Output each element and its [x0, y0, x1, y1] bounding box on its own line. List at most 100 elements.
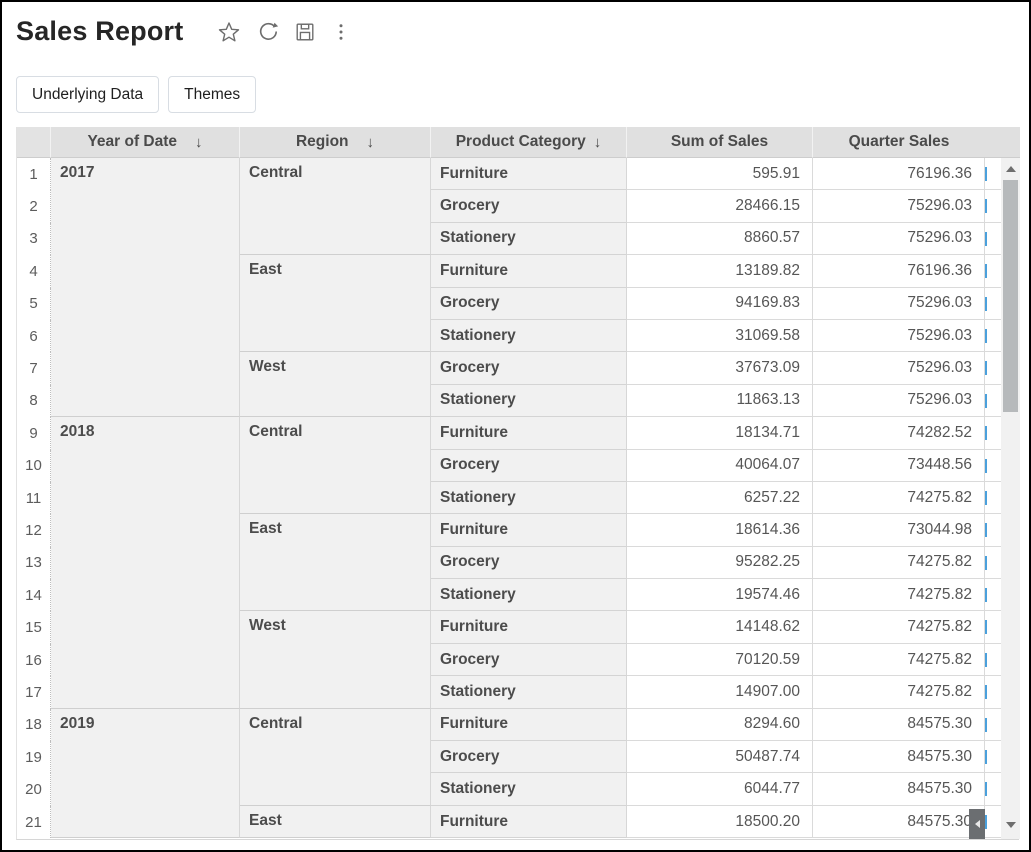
category-cell[interactable]: Grocery [431, 352, 627, 385]
quarter-sales-cell[interactable]: 84575.30 [813, 741, 985, 774]
quarter-sales-cell[interactable]: 75296.03 [813, 384, 985, 418]
quarter-sales-cell[interactable]: 75296.03 [813, 190, 985, 223]
sum-of-sales-cell[interactable]: 40064.07 [627, 449, 813, 482]
category-cell[interactable]: Furniture [431, 514, 627, 547]
row-number-cell: 18 [17, 708, 51, 742]
vertical-scrollbar[interactable] [1001, 127, 1020, 839]
region-cell[interactable]: Central [240, 708, 431, 806]
category-cell[interactable]: Furniture [431, 417, 627, 450]
category-cell[interactable]: Furniture [431, 255, 627, 288]
clipped-text-fragment [985, 231, 987, 246]
save-icon[interactable] [294, 21, 316, 43]
quarter-sales-cell[interactable]: 74275.82 [813, 546, 985, 580]
quarter-sales-cell[interactable]: 75296.03 [813, 287, 985, 320]
quarter-sales-cell[interactable]: 75296.03 [813, 222, 985, 256]
column-header-product-category[interactable]: Product Category ↓ [431, 127, 627, 158]
sum-of-sales-cell[interactable]: 70120.59 [627, 643, 813, 677]
category-cell[interactable]: Furniture [431, 708, 627, 742]
quarter-sales-cell[interactable]: 74275.82 [813, 676, 985, 709]
year-cell[interactable]: 2019 [51, 708, 240, 839]
underlying-data-button[interactable]: Underlying Data [16, 76, 160, 113]
region-cell[interactable]: West [240, 611, 431, 709]
sum-of-sales-cell[interactable]: 94169.83 [627, 287, 813, 320]
quarter-sales-cell[interactable]: 74275.82 [813, 579, 985, 612]
star-icon[interactable] [217, 20, 241, 44]
quarter-sales-cell[interactable]: 73044.98 [813, 514, 985, 547]
region-cell[interactable]: Central [240, 417, 431, 515]
region-cell[interactable]: West [240, 352, 431, 418]
region-cell[interactable]: Central [240, 158, 431, 256]
sum-of-sales-cell[interactable]: 50487.74 [627, 741, 813, 774]
column-label: Year of Date [87, 133, 178, 150]
category-cell[interactable]: Grocery [431, 643, 627, 677]
category-cell[interactable]: Furniture [431, 158, 627, 191]
table-row: 1 2017 Central Furniture 595.91 76196.36 [17, 158, 985, 418]
category-cell[interactable]: Stationery [431, 676, 627, 709]
category-cell[interactable]: Grocery [431, 546, 627, 580]
region-cell[interactable]: East [240, 255, 431, 353]
sum-of-sales-cell[interactable]: 95282.25 [627, 546, 813, 580]
title-actions [217, 20, 351, 44]
quarter-sales-cell[interactable]: 74275.82 [813, 611, 985, 644]
quarter-sales-cell[interactable]: 74275.82 [813, 481, 985, 515]
sum-of-sales-cell[interactable]: 31069.58 [627, 319, 813, 353]
sum-of-sales-cell[interactable]: 595.91 [627, 158, 813, 191]
sum-of-sales-cell[interactable]: 18614.36 [627, 514, 813, 547]
quarter-sales-cell[interactable]: 74275.82 [813, 643, 985, 677]
year-cell[interactable]: 2017 [51, 158, 240, 418]
sum-of-sales-cell[interactable]: 14148.62 [627, 611, 813, 644]
category-cell[interactable]: Grocery [431, 741, 627, 774]
category-cell[interactable]: Stationery [431, 384, 627, 418]
scrollbar-down-arrow[interactable] [1001, 815, 1020, 835]
category-cell[interactable]: Stationery [431, 579, 627, 612]
sum-of-sales-cell[interactable]: 11863.13 [627, 384, 813, 418]
scrollbar-track[interactable] [1001, 158, 1020, 839]
scrollbar-thumb[interactable] [1003, 180, 1018, 412]
clipped-text-fragment [985, 361, 987, 376]
quarter-sales-cell[interactable]: 76196.36 [813, 255, 985, 288]
quarter-sales-cell[interactable]: 76196.36 [813, 158, 985, 191]
quarter-sales-cell[interactable]: 75296.03 [813, 352, 985, 385]
category-cell[interactable]: Grocery [431, 190, 627, 223]
region-cell[interactable]: East [240, 514, 431, 612]
quarter-sales-cell[interactable]: 84575.30 [813, 805, 985, 839]
sum-of-sales-cell[interactable]: 14907.00 [627, 676, 813, 709]
sum-of-sales-cell[interactable]: 19574.46 [627, 579, 813, 612]
sum-of-sales-cell[interactable]: 13189.82 [627, 255, 813, 288]
kebab-menu-icon[interactable] [331, 21, 351, 43]
category-cell[interactable]: Grocery [431, 449, 627, 482]
scroll-left-button[interactable] [969, 809, 985, 839]
column-header-sum-of-sales[interactable]: Sum of Sales [627, 127, 813, 158]
sum-of-sales-cell[interactable]: 28466.15 [627, 190, 813, 223]
scrollbar-up-arrow[interactable] [1001, 159, 1020, 179]
clipped-cell [985, 158, 1001, 191]
category-cell[interactable]: Furniture [431, 611, 627, 644]
themes-button[interactable]: Themes [168, 76, 257, 113]
category-cell[interactable]: Grocery [431, 287, 627, 320]
column-header-region[interactable]: Region ↓ [240, 127, 431, 158]
year-cell[interactable]: 2018 [51, 417, 240, 709]
category-cell[interactable]: Stationery [431, 773, 627, 806]
sum-of-sales-cell[interactable]: 6257.22 [627, 481, 813, 515]
quarter-sales-cell[interactable]: 75296.03 [813, 319, 985, 353]
sum-of-sales-cell[interactable]: 6044.77 [627, 773, 813, 806]
sum-of-sales-cell[interactable]: 37673.09 [627, 352, 813, 385]
sum-of-sales-cell[interactable]: 8860.57 [627, 222, 813, 256]
refresh-icon[interactable] [256, 20, 279, 43]
column-header-year-of-date[interactable]: Year of Date ↓ [51, 127, 240, 158]
sum-of-sales-cell[interactable]: 18134.71 [627, 417, 813, 450]
sum-of-sales-cell[interactable]: 18500.20 [627, 805, 813, 839]
column-header-quarter-sales[interactable]: Quarter Sales [813, 127, 985, 158]
category-cell[interactable]: Stationery [431, 222, 627, 256]
table-row: 2 Grocery 28466.15 75296.03 [17, 190, 985, 223]
region-cell[interactable]: East [240, 805, 431, 839]
row-number-cell: 10 [17, 449, 51, 482]
quarter-sales-cell[interactable]: 84575.30 [813, 773, 985, 806]
category-cell[interactable]: Furniture [431, 805, 627, 839]
category-cell[interactable]: Stationery [431, 481, 627, 515]
sum-of-sales-cell[interactable]: 8294.60 [627, 708, 813, 742]
category-cell[interactable]: Stationery [431, 319, 627, 353]
quarter-sales-cell[interactable]: 74282.52 [813, 417, 985, 450]
quarter-sales-cell[interactable]: 84575.30 [813, 708, 985, 742]
quarter-sales-cell[interactable]: 73448.56 [813, 449, 985, 482]
